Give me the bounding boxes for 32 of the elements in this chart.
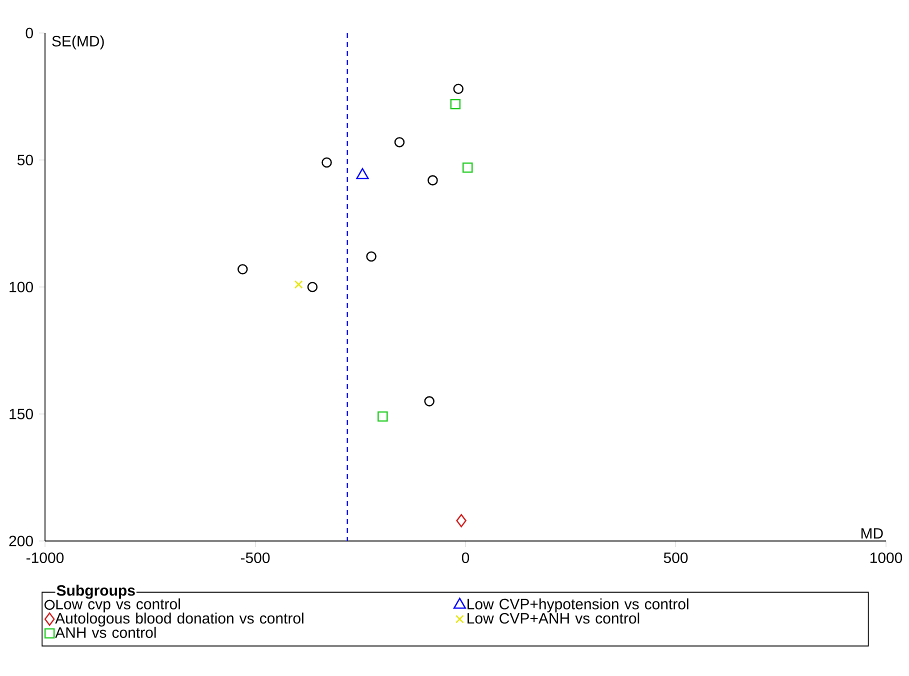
legend-title: Subgroups <box>56 584 135 599</box>
point <box>356 168 369 180</box>
legend-label: Low CVP+hypotension vs control <box>468 598 688 612</box>
point <box>394 137 405 148</box>
legend-label: Autologous blood donation vs control <box>55 612 304 627</box>
y-tick-label: 100 <box>10 282 33 292</box>
x-tick-label: 1000 <box>870 552 902 564</box>
x-tick-label: 500 <box>664 552 688 564</box>
x-tick-label: -500 <box>240 552 270 564</box>
point <box>294 280 303 289</box>
y-tick-label: 0 <box>26 28 33 38</box>
y-axis-title: SE(MD) <box>52 35 104 50</box>
point <box>456 514 466 528</box>
legend-label: ANH vs control <box>55 626 156 638</box>
point <box>424 396 434 406</box>
legend-label: Low cvp vs control <box>56 598 180 612</box>
x-axis-title: MD <box>861 528 883 539</box>
point <box>307 282 318 292</box>
point <box>378 411 388 422</box>
point <box>428 175 438 186</box>
point <box>450 98 461 110</box>
point <box>453 84 464 94</box>
x-tick-label: 0 <box>462 552 470 564</box>
x-tick-label: -1000 <box>26 552 64 564</box>
point <box>366 251 376 262</box>
y-tick-label: 200 <box>9 536 33 546</box>
point <box>237 264 248 274</box>
point <box>322 157 332 168</box>
y-tick-label: 150 <box>10 408 33 420</box>
point <box>462 162 473 173</box>
legend-label: Low CVP+ANH vs control <box>468 612 640 624</box>
y-tick-label: 50 <box>17 154 33 166</box>
